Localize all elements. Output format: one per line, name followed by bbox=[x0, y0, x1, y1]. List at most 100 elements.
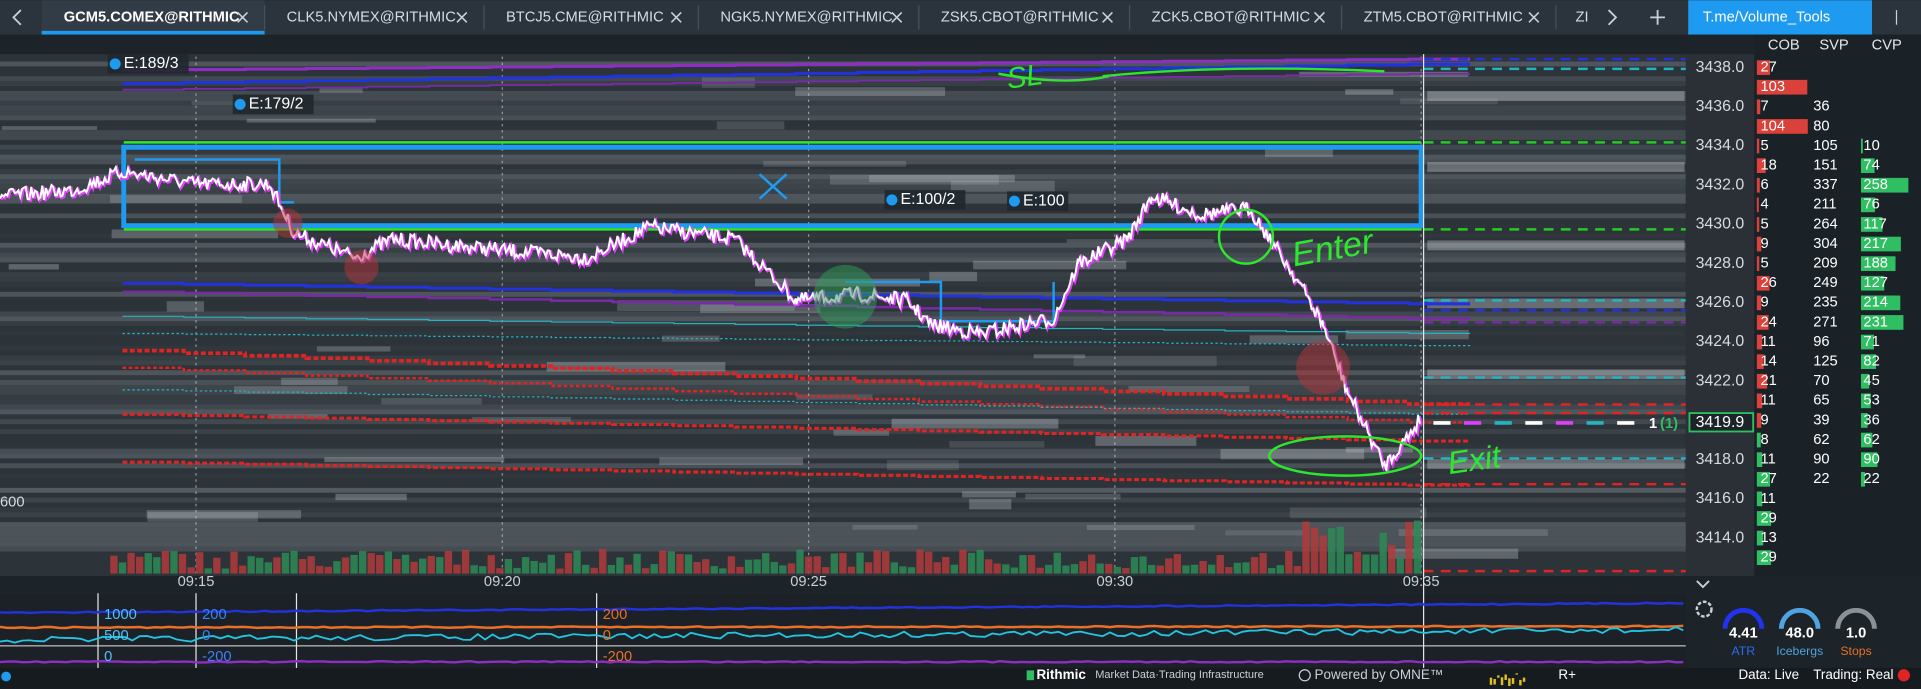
svp-value: 337 bbox=[1813, 177, 1838, 193]
cob-bar bbox=[1756, 197, 1759, 213]
tab-next[interactable] bbox=[1607, 9, 1618, 26]
tab-close[interactable] bbox=[456, 11, 468, 23]
volume-bar bbox=[213, 557, 221, 574]
cob-bar bbox=[1756, 550, 1772, 566]
signal-bar bbox=[1519, 679, 1522, 686]
cob-bar bbox=[1756, 295, 1762, 311]
heat-block bbox=[1, 126, 98, 130]
volume-bar bbox=[976, 549, 984, 574]
heat-band bbox=[0, 527, 1686, 532]
note-circle bbox=[1217, 208, 1275, 265]
price-label: 3416.0 bbox=[1696, 490, 1745, 507]
volume-bar bbox=[624, 564, 633, 574]
note-stroke bbox=[998, 67, 1385, 82]
tab-title[interactable]: ZI bbox=[1576, 9, 1589, 25]
volume-bar bbox=[804, 556, 813, 574]
tab-title[interactable]: GCM5.COMEX@RITHMIC bbox=[64, 9, 240, 25]
tab-close[interactable] bbox=[670, 11, 682, 23]
volume-bar bbox=[573, 550, 581, 574]
tab-close[interactable] bbox=[1313, 11, 1325, 23]
gauge-ring bbox=[1835, 607, 1877, 629]
volume-bar bbox=[1173, 554, 1182, 574]
volume-bar bbox=[1233, 562, 1242, 574]
tab-close[interactable] bbox=[1102, 11, 1113, 23]
volume-bar bbox=[1302, 521, 1310, 574]
volume-bar bbox=[882, 551, 890, 574]
settings-gear[interactable] bbox=[1695, 600, 1713, 618]
tools-button-label[interactable]: T.me/Volume_Tools bbox=[1703, 9, 1830, 25]
tab-close[interactable] bbox=[237, 11, 249, 23]
volume-bar bbox=[376, 555, 384, 574]
tab-title[interactable]: NGK5.NYMEX@RITHMIC bbox=[720, 9, 893, 25]
tools-button[interactable] bbox=[1688, 0, 1872, 35]
volume-bar bbox=[1250, 557, 1259, 574]
indicator-scale: -200 bbox=[603, 649, 632, 665]
tab-add[interactable] bbox=[1650, 10, 1665, 25]
volume-bar bbox=[1225, 567, 1233, 574]
volume-bar bbox=[1285, 550, 1293, 574]
volume-bar bbox=[942, 557, 950, 574]
cob-bar bbox=[1756, 432, 1761, 448]
ladder-header: SVP bbox=[1819, 37, 1849, 53]
tab-title[interactable]: ZSK5.CBOT@RITHMIC bbox=[941, 9, 1099, 25]
tab-title[interactable]: BTCJ5.CME@RITHMIC bbox=[506, 9, 664, 25]
volume-bar bbox=[110, 555, 118, 574]
heat-right bbox=[1427, 459, 1685, 469]
heat-block bbox=[852, 524, 918, 530]
tab-prev[interactable] bbox=[12, 9, 22, 26]
volume-bar bbox=[1353, 551, 1362, 574]
svp-value: 209 bbox=[1813, 256, 1838, 272]
tab-title[interactable]: ZTM5.CBOT@RITHMIC bbox=[1364, 9, 1524, 25]
volume-bar bbox=[401, 554, 410, 574]
entry-tag bbox=[884, 190, 966, 210]
heat-block bbox=[472, 416, 571, 423]
volume-bar bbox=[1027, 554, 1036, 574]
volume-bar bbox=[1062, 565, 1070, 574]
cob-value: 13 bbox=[1761, 530, 1777, 546]
signal-bar bbox=[1508, 678, 1511, 687]
tab-title[interactable]: ZCK5.CBOT@RITHMIC bbox=[1152, 9, 1311, 25]
volume-bar bbox=[813, 556, 821, 574]
volume-bar bbox=[693, 562, 701, 574]
cob-value: 7 bbox=[1761, 99, 1769, 115]
heat-block bbox=[1398, 529, 1548, 536]
volume-bar bbox=[221, 568, 230, 574]
cvp-value: 76 bbox=[1863, 197, 1879, 213]
cvp-value: 90 bbox=[1863, 452, 1879, 468]
volume-bar bbox=[1388, 545, 1396, 574]
volume-bar bbox=[993, 563, 1001, 574]
tab-close[interactable] bbox=[1528, 11, 1540, 23]
volume-bar bbox=[427, 555, 435, 574]
volume-bar bbox=[890, 562, 899, 574]
signal-bar bbox=[1497, 675, 1500, 678]
heat-band bbox=[0, 100, 1686, 106]
cob-bar bbox=[1756, 79, 1808, 95]
indicator-scale: 1000 bbox=[104, 607, 137, 623]
volume-bar bbox=[599, 549, 607, 574]
cvp-bar bbox=[1860, 217, 1883, 232]
heat-right bbox=[1427, 240, 1685, 251]
cob-bar bbox=[1756, 491, 1763, 507]
indicator-scale: 200 bbox=[603, 607, 628, 623]
heat-block bbox=[1345, 89, 1394, 95]
entry-icon bbox=[234, 98, 246, 110]
heat-band bbox=[0, 135, 1686, 140]
tab-close[interactable] bbox=[891, 11, 903, 23]
volume-bar bbox=[324, 566, 333, 574]
info-icon[interactable] bbox=[1, 671, 12, 682]
volume-bar bbox=[633, 553, 641, 574]
volume-bar bbox=[135, 556, 144, 574]
tab-active[interactable] bbox=[41, 0, 265, 35]
collapse-arrow[interactable] bbox=[1696, 580, 1710, 589]
volume-bar bbox=[822, 567, 830, 574]
time-label: 09:15 bbox=[178, 574, 215, 590]
volume-bar bbox=[1139, 556, 1147, 574]
volume-bar bbox=[581, 564, 590, 574]
heat-block bbox=[763, 160, 907, 167]
heat-block bbox=[1345, 329, 1469, 340]
overlay-lines bbox=[0, 54, 1686, 668]
heat-block bbox=[869, 174, 1015, 183]
tab-title[interactable]: CLK5.NYMEX@RITHMIC bbox=[287, 9, 457, 25]
cob-value: 29 bbox=[1761, 510, 1777, 526]
